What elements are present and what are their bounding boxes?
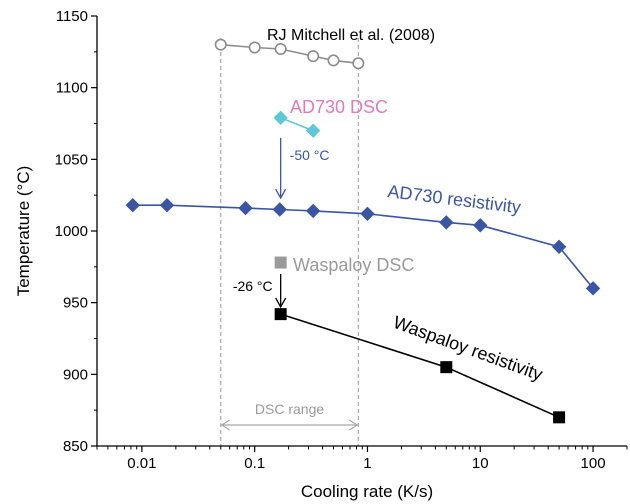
shift_wasp-arrowhead bbox=[275, 297, 287, 309]
shift_wasp-label: -26 °C bbox=[233, 278, 273, 294]
ad730_res-point-1 bbox=[125, 198, 140, 213]
y-tick-label-1150: 1150 bbox=[56, 8, 88, 25]
ad730_res-point-8 bbox=[473, 218, 488, 233]
mitchell-series-label: RJ Mitchell et al. (2008) bbox=[267, 27, 435, 44]
dsc-range-group: DSC range bbox=[220, 38, 359, 446]
ad730_res-point-5 bbox=[305, 203, 321, 219]
y-tick-label-950: 950 bbox=[63, 295, 88, 312]
ad730_res-point-7 bbox=[439, 215, 454, 230]
ad730_res-line bbox=[132, 204, 594, 289]
dsc-range-arrow-left-head bbox=[220, 419, 231, 431]
axes-group: 850 900 950 1000 1050 1100 1150 0.01 0.1 1 10 100 Co… bbox=[14, 8, 628, 501]
y-tick-label-850: 850 bbox=[63, 438, 88, 455]
ad730_res-point-3 bbox=[238, 200, 253, 216]
series-group bbox=[125, 38, 601, 424]
mitchell-point-3 bbox=[274, 42, 287, 55]
mitchell-point-6 bbox=[352, 57, 365, 70]
x-tick-label-10: 10 bbox=[472, 455, 489, 472]
x-tick-label-100: 100 bbox=[581, 455, 606, 472]
ad730_dsc-point-1 bbox=[273, 110, 288, 125]
wasp_res-point-3 bbox=[553, 411, 566, 424]
ad730_res-point-9 bbox=[551, 239, 567, 254]
annotations-group: -50 °C -26 °C bbox=[233, 137, 330, 309]
shift_ad730-label: -50 °C bbox=[290, 147, 330, 163]
wasp_res-series-label: Waspaloy resistivity bbox=[391, 312, 546, 385]
y-tick-label-900: 900 bbox=[63, 366, 88, 383]
dsc-range-label: DSC range bbox=[255, 401, 324, 417]
shift_ad730-arrowhead bbox=[275, 188, 287, 200]
y-tick-label-1050: 1050 bbox=[55, 151, 88, 168]
wasp_res-point-2 bbox=[440, 361, 453, 374]
y-axis-label: Temperature (°C) bbox=[14, 166, 33, 297]
ad730_dsc-series-label: AD730 DSC bbox=[290, 97, 388, 117]
mitchell-point-4 bbox=[307, 50, 320, 63]
ad730_res-point-6 bbox=[360, 206, 375, 221]
ad730_res-point-2 bbox=[159, 198, 175, 213]
wasp_res-point-1 bbox=[274, 308, 287, 321]
ad730_res-series-label: AD730 resistivity bbox=[387, 181, 522, 217]
y-tick-label-1100: 1100 bbox=[56, 80, 88, 97]
mitchell-point-5 bbox=[327, 54, 340, 67]
mitchell-point-1 bbox=[214, 38, 227, 51]
x-tick-label-0.01: 0.01 bbox=[127, 455, 156, 472]
ad730_dsc-line bbox=[280, 117, 314, 132]
ad730_dsc-point-2 bbox=[305, 123, 321, 138]
y-tick-label-1000: 1000 bbox=[55, 223, 88, 240]
x-axis-label: Cooling rate (K/s) bbox=[301, 482, 433, 501]
x-tick-label-0.1: 0.1 bbox=[244, 455, 265, 472]
x-tick-label-1: 1 bbox=[363, 455, 371, 472]
ad730_res-point-4 bbox=[272, 202, 287, 217]
wasp_dsc-series-label: Waspaloy DSC bbox=[293, 255, 414, 275]
mitchell-point-2 bbox=[248, 41, 261, 54]
ad730_res-point-10 bbox=[585, 281, 601, 296]
series-labels-group: RJ Mitchell et al. (2008) AD730 DSC AD730 … bbox=[267, 27, 545, 385]
dsc-range-arrow-right-head bbox=[349, 419, 359, 431]
wasp_dsc-point-1 bbox=[274, 256, 287, 269]
